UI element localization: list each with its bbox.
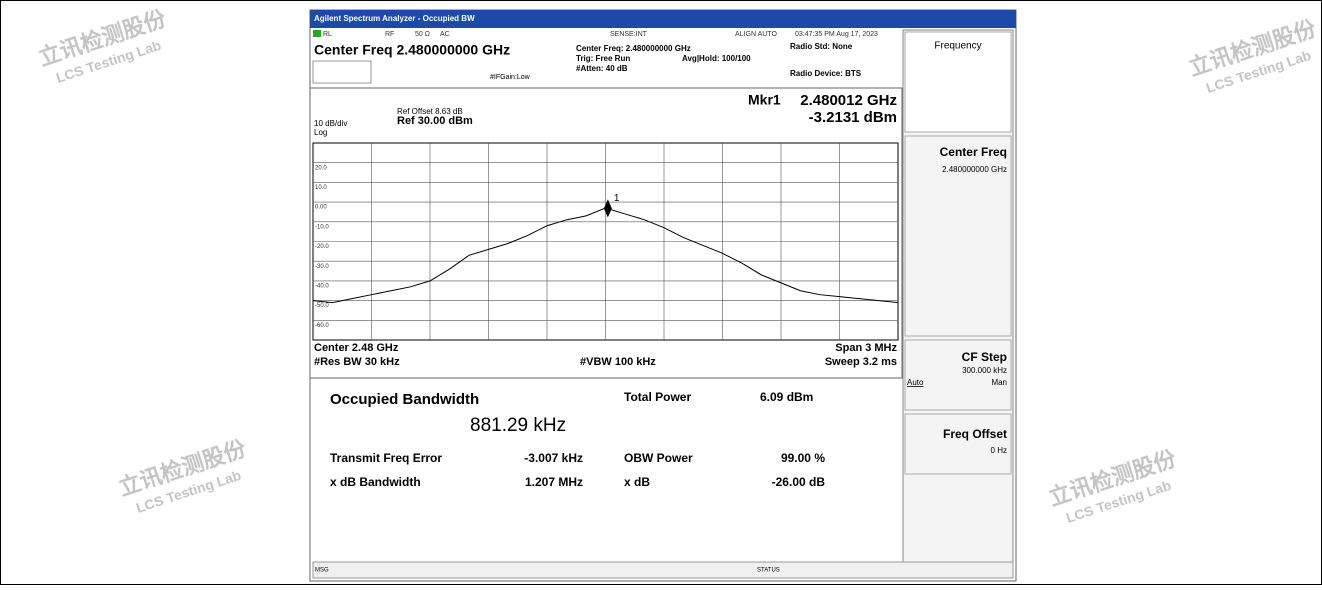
total-power: 6.09 dBm [760, 390, 813, 404]
status-coupling: AC [440, 31, 450, 38]
softkey-label: Freq Offset [943, 427, 1007, 441]
radio-std: Radio Std: None [790, 42, 853, 51]
y-tick-label: -10.0 [315, 224, 329, 230]
softkey-menu: Frequency [934, 41, 981, 52]
marker-id: 1 [614, 193, 620, 204]
marker-freq: 2.480012 GHz [800, 92, 897, 109]
softkey[interactable] [904, 135, 1012, 337]
input-box [312, 60, 372, 84]
scale-type: Log [314, 128, 327, 137]
xdb: -26.00 dB [772, 475, 826, 489]
status-time: 03:47:35 PM Aug 17, 2023 [795, 31, 878, 38]
softkeys: Frequency Center Freq 2.480000000 GHz CF… [904, 31, 1012, 475]
marker-level: -3.2131 dBm [809, 109, 897, 126]
softkey-value: 0 Hz [991, 446, 1007, 455]
y-tick-label: 0.00 [315, 205, 327, 211]
scale: 10 dB/div [314, 119, 347, 128]
status-align: ALIGN AUTO [735, 31, 777, 38]
center-info: Center Freq: 2.480000000 GHz [576, 44, 691, 53]
softkey[interactable] [904, 413, 1012, 475]
softkey-man: Man [991, 378, 1007, 387]
xdb-bw: 1.207 MHz [525, 475, 583, 489]
title-bar [310, 10, 1016, 28]
marker [603, 199, 612, 218]
status: STATUS [757, 568, 780, 574]
status-rf: RF [385, 31, 394, 38]
msg: MSG [315, 568, 329, 574]
softkey-label: CF Step [962, 350, 1007, 364]
xdb-label: x dB [624, 475, 650, 489]
y-tick-label: -60.0 [315, 323, 329, 329]
freq-error: -3.007 kHz [524, 451, 583, 465]
obw-label: Occupied Bandwidth [330, 391, 479, 408]
avg-hold: Avg|Hold: 100/100 [682, 54, 751, 63]
results-panel [313, 380, 901, 560]
footer-center: Center 2.48 GHz [314, 342, 399, 354]
footer-sweep: Sweep 3.2 ms [825, 356, 897, 368]
freq-error-label: Transmit Freq Error [330, 451, 442, 465]
ref-offset: Ref Offset 8.63 dB [397, 107, 463, 116]
footer-span: Span 3 MHz [835, 342, 897, 354]
indicator [313, 30, 321, 37]
softkey[interactable] [904, 339, 1012, 411]
bottom-bar [312, 561, 1014, 579]
y-tick-label: -30.0 [315, 264, 329, 270]
obw-power-label: OBW Power [624, 451, 693, 465]
status-impedance: 50 Ω [415, 31, 430, 38]
total-power-label: Total Power [624, 390, 691, 404]
y-tick-label: -50.0 [315, 303, 329, 309]
window-title: Agilent Spectrum Analyzer - Occupied BW [314, 14, 475, 23]
y-tick-label: -40.0 [315, 283, 329, 289]
ref-level: Ref 30.00 dBm [397, 115, 473, 127]
softkey-value: 2.480000000 GHz [942, 165, 1007, 174]
atten: #Atten: 40 dB [576, 64, 628, 73]
y-tick-label: 20.0 [315, 165, 327, 171]
trig: Trig: Free Run [576, 54, 630, 63]
center-freq: Center Freq 2.480000000 GHz [314, 42, 510, 58]
y-tick-label: 10.0 [315, 185, 327, 191]
marker-label: Mkr1 [748, 92, 781, 108]
status-rl: RL [323, 31, 332, 38]
softkey-value: 300.000 kHz [962, 366, 1007, 375]
radio-device: Radio Device: BTS [790, 69, 862, 78]
results: Occupied Bandwidth 881.29 kHz Total Powe… [313, 380, 901, 560]
softkey[interactable] [904, 31, 1012, 133]
status-sense: SENSE:INT [610, 31, 648, 38]
xdb-bw-label: x dB Bandwidth [330, 475, 421, 489]
obw-value: 881.29 kHz [470, 415, 566, 436]
obw-power: 99.00 % [781, 451, 825, 465]
plot-area: Ref Offset 8.63 dB Ref 30.00 dBm 10 dB/d… [309, 87, 903, 379]
footer-rbw: #Res BW 30 kHz [314, 356, 400, 368]
footer-vbw: #VBW 100 kHz [580, 356, 656, 368]
softkey-label: Center Freq [940, 145, 1007, 159]
if-gain: #IFGain:Low [490, 74, 531, 81]
y-tick-label: -20.0 [315, 244, 329, 250]
softkey-auto: Auto [907, 378, 924, 387]
